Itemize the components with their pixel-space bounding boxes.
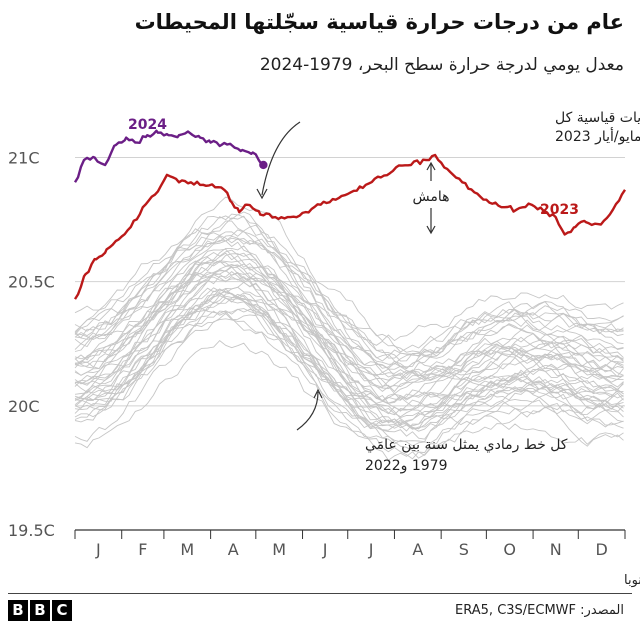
x-tick-label: J [322,540,328,559]
x-tick-label: M [180,540,194,559]
historical-year-line [74,264,624,382]
series-label-2023: 2023 [540,202,579,218]
x-tick-label: J [368,540,374,559]
margin-label: هامش [413,189,450,205]
x-tick-label: A [228,540,239,559]
series-label-2024: 2024 [128,117,167,133]
x-tick-label: D [595,540,607,559]
historical-year-line [74,266,624,411]
y-tick-label: 19.5C [8,521,55,540]
historical-year-line [74,271,624,416]
series-line-2023 [73,153,626,300]
historical-year-line [74,308,624,454]
x-tick-label: N [550,540,562,559]
y-tick-label: 20.5C [8,273,55,292]
historical-year-line [75,270,624,415]
grey-note-arrowhead [313,388,323,399]
logo-letter: B [30,600,50,621]
x-tick-label: M [272,540,286,559]
historical-year-lines [74,196,624,461]
grey-note-arrow [296,391,319,431]
historical-year-line [74,240,624,388]
historical-year-line [74,297,624,425]
logo-letter: C [52,600,72,621]
x-axis-note: درجات الحرارة التي رُصدت بين خط العرض 60… [624,573,640,588]
series-end-point-2024 [259,160,268,170]
historical-year-line [74,249,624,393]
historical-year-line [74,318,624,460]
source-value: ERA5, C3S/ECMWF [455,603,577,618]
grey-note-line2: 1979 و2022 [365,458,448,474]
axes: 19.5C 20C 20.5C 21C J F M A M J J A S O N D [8,149,626,559]
historical-year-line [74,293,624,431]
footer-divider [8,593,632,594]
logo-letter: B [8,600,28,621]
x-tick-label: A [412,540,423,559]
historical-year-line [74,248,624,378]
historical-year-line [74,196,624,342]
historical-year-line [74,312,624,440]
series-line-2024 [73,129,264,183]
historical-year-line [74,253,624,383]
y-tick-label: 20C [8,397,40,416]
historical-year-line [74,291,624,418]
historical-year-line [74,339,624,461]
historical-year-line [74,288,624,432]
historical-year-line [74,290,624,424]
source-label: المصدر: [580,603,624,618]
x-tick-label: F [138,540,147,559]
historical-year-line [74,229,624,368]
historical-year-line [74,274,624,409]
historical-year-line [74,215,624,362]
historical-year-line [74,237,624,369]
margin-arrowhead-down [426,225,436,235]
historical-year-line [74,220,624,359]
historical-year-line [74,235,624,373]
chart-title: عام من درجات حرارة قياسية سجّلتها المحيط… [134,10,624,34]
highlight-series-lines [73,129,626,300]
grey-note-line1: كل خط رمادي يمثل سنة بين عامَي [365,437,568,453]
x-tick-label: J [95,540,101,559]
x-tick-label: O [503,540,516,559]
record-note-line2: يوم منذ 4 مايو/أيار 2023 [555,127,640,145]
historical-year-line [74,281,624,404]
margin-arrowhead-up [426,161,436,171]
y-tick-label: 21C [8,149,40,168]
record-note-arrow [261,121,301,196]
x-tick-label: S [459,540,469,559]
historical-year-line [74,264,624,400]
historical-year-line [74,224,624,357]
bbc-logo: B B C [8,600,72,621]
record-note-arrowhead [256,188,268,200]
historical-year-line [74,292,624,430]
record-note-line1: درجات حرارة في مستويات قياسية كل [555,110,640,126]
historical-year-line [74,232,624,365]
chart-subtitle: معدل يومي لدرجة حرارة سطح البحر، 1979-20… [259,55,624,75]
source-note: المصدر: ERA5, C3S/ECMWF [455,603,624,618]
